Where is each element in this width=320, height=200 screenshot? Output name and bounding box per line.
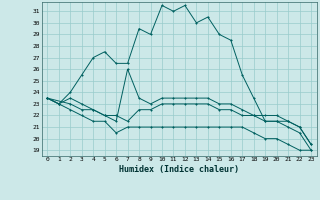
X-axis label: Humidex (Indice chaleur): Humidex (Indice chaleur) [119, 165, 239, 174]
